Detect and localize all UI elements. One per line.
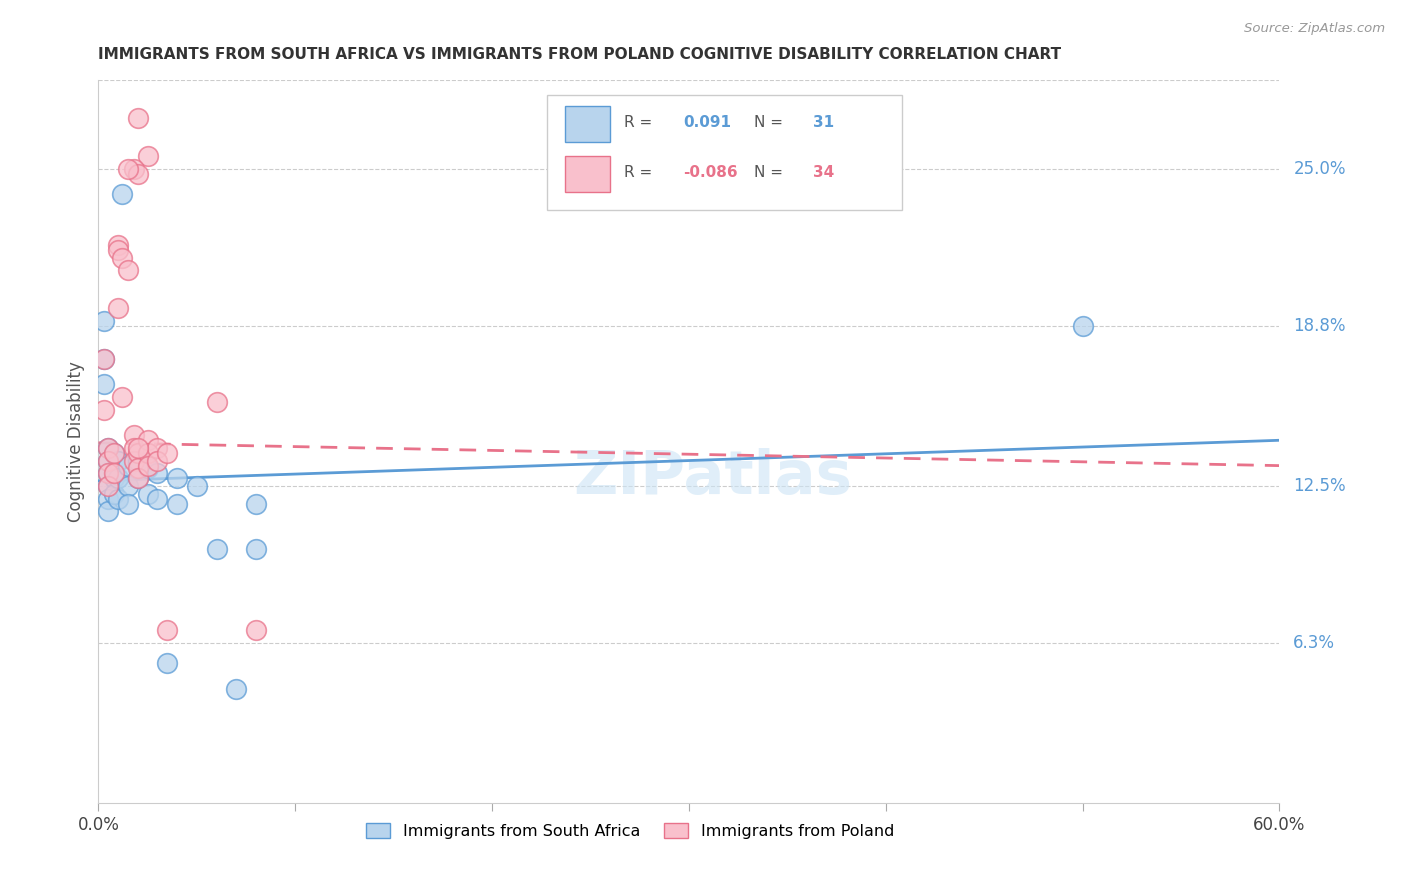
- Point: [97, 441, 120, 455]
- Point: [117, 263, 139, 277]
- Point: [97, 491, 120, 506]
- Point: [103, 467, 125, 481]
- Text: Source: ZipAtlas.com: Source: ZipAtlas.com: [1244, 22, 1385, 36]
- Text: N =: N =: [754, 115, 783, 129]
- Point: [245, 497, 267, 511]
- Point: [103, 446, 125, 460]
- Point: [107, 471, 129, 485]
- Text: 0.091: 0.091: [683, 115, 731, 129]
- Legend: Immigrants from South Africa, Immigrants from Poland: Immigrants from South Africa, Immigrants…: [360, 817, 900, 846]
- Text: R =: R =: [624, 165, 652, 180]
- Point: [93, 352, 115, 367]
- Point: [107, 491, 129, 506]
- Y-axis label: Cognitive Disability: Cognitive Disability: [66, 361, 84, 522]
- Point: [136, 458, 159, 473]
- Text: 6.3%: 6.3%: [1294, 634, 1336, 652]
- Text: ZIPatlas: ZIPatlas: [574, 448, 852, 508]
- Point: [122, 453, 145, 467]
- Point: [127, 471, 149, 485]
- Point: [127, 471, 149, 485]
- Point: [136, 446, 159, 460]
- Point: [245, 624, 267, 638]
- Point: [146, 491, 169, 506]
- Point: [103, 486, 125, 500]
- Point: [97, 504, 120, 518]
- Point: [136, 149, 159, 163]
- Text: -0.086: -0.086: [683, 165, 738, 180]
- Point: [97, 479, 120, 493]
- Point: [122, 428, 145, 442]
- Point: [166, 471, 188, 485]
- Point: [93, 377, 115, 392]
- Text: 25.0%: 25.0%: [1294, 160, 1346, 178]
- Point: [97, 453, 120, 467]
- Point: [93, 352, 115, 367]
- Point: [127, 112, 149, 126]
- Text: 18.8%: 18.8%: [1294, 318, 1346, 335]
- Text: 34: 34: [813, 165, 834, 180]
- FancyBboxPatch shape: [565, 105, 610, 142]
- Point: [205, 542, 228, 557]
- Point: [186, 479, 208, 493]
- Point: [127, 446, 149, 460]
- Point: [107, 238, 129, 252]
- Point: [97, 467, 120, 481]
- Point: [107, 453, 129, 467]
- Point: [127, 167, 149, 181]
- Point: [103, 471, 125, 485]
- Point: [127, 441, 149, 455]
- Point: [156, 657, 179, 671]
- Point: [122, 161, 145, 176]
- Point: [136, 461, 159, 475]
- Point: [107, 301, 129, 316]
- Point: [111, 187, 134, 202]
- Text: 31: 31: [813, 115, 834, 129]
- Point: [146, 441, 169, 455]
- Point: [245, 542, 267, 557]
- Text: N =: N =: [754, 165, 783, 180]
- Point: [93, 314, 115, 328]
- Point: [166, 497, 188, 511]
- FancyBboxPatch shape: [565, 156, 610, 193]
- Point: [127, 461, 149, 475]
- Point: [1071, 319, 1094, 334]
- Point: [111, 390, 134, 404]
- Point: [107, 243, 129, 257]
- Point: [136, 434, 159, 448]
- Point: [117, 458, 139, 473]
- Point: [97, 479, 120, 493]
- Point: [117, 161, 139, 176]
- Point: [93, 402, 115, 417]
- Point: [97, 453, 120, 467]
- Point: [136, 486, 159, 500]
- Point: [225, 681, 247, 696]
- Point: [111, 251, 134, 265]
- Point: [97, 467, 120, 481]
- Point: [156, 446, 179, 460]
- FancyBboxPatch shape: [547, 95, 901, 211]
- Point: [103, 446, 125, 460]
- Point: [97, 441, 120, 455]
- Point: [205, 395, 228, 409]
- Text: IMMIGRANTS FROM SOUTH AFRICA VS IMMIGRANTS FROM POLAND COGNITIVE DISABILITY CORR: IMMIGRANTS FROM SOUTH AFRICA VS IMMIGRAN…: [98, 47, 1062, 62]
- Text: R =: R =: [624, 115, 652, 129]
- Point: [127, 453, 149, 467]
- Point: [146, 467, 169, 481]
- Point: [117, 479, 139, 493]
- Text: 12.5%: 12.5%: [1294, 477, 1346, 495]
- Point: [146, 453, 169, 467]
- Point: [156, 624, 179, 638]
- Point: [117, 497, 139, 511]
- Point: [122, 441, 145, 455]
